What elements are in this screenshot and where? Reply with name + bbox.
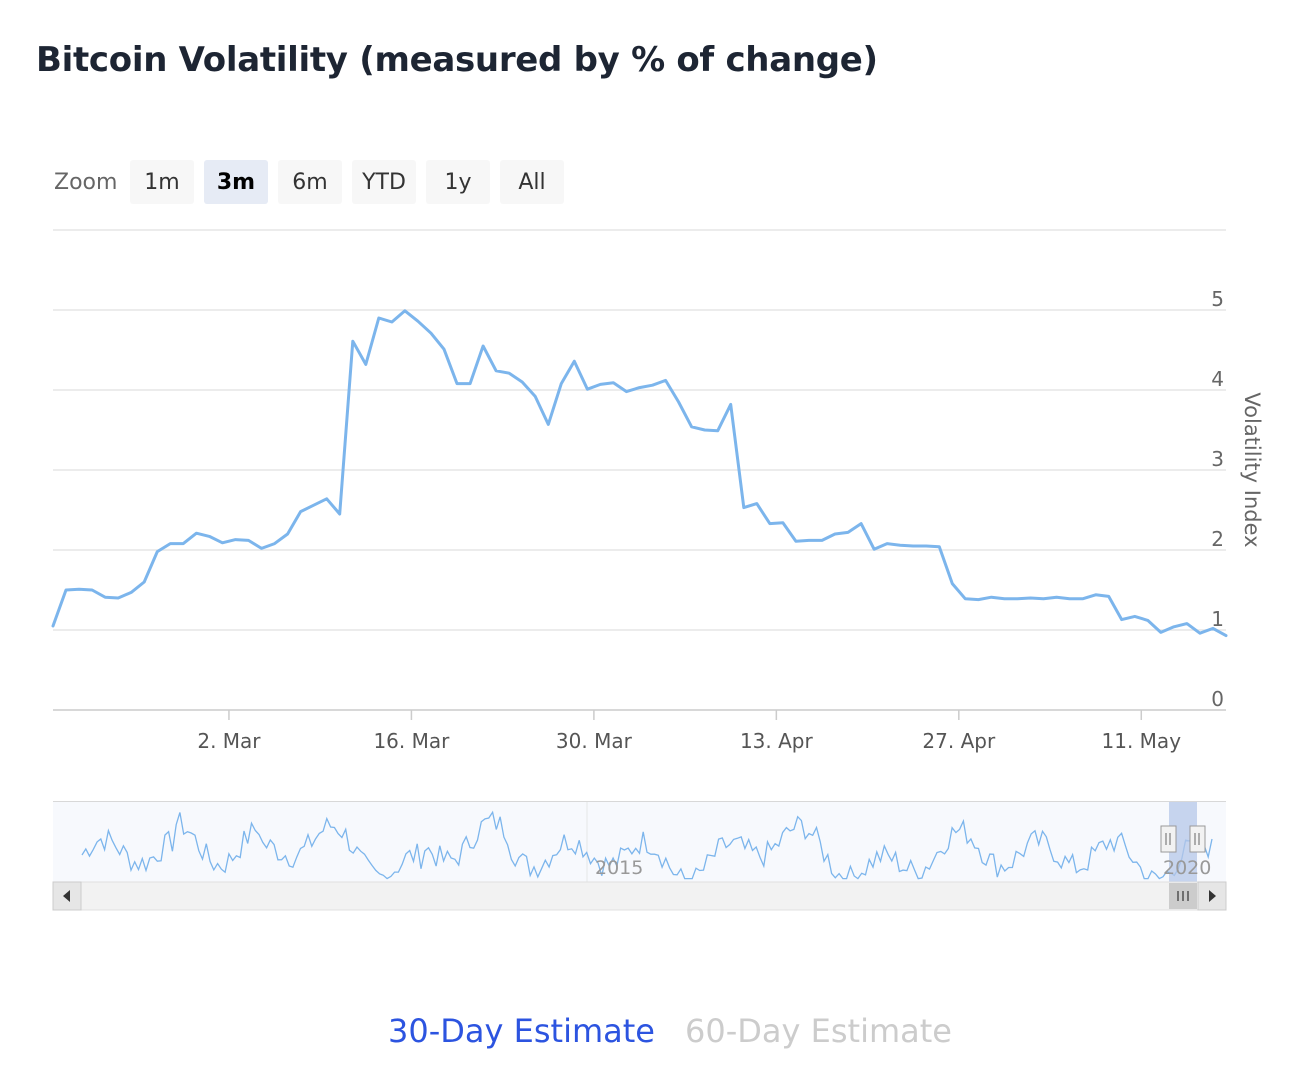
navigator[interactable]: 2015 2020 [53, 801, 1226, 882]
series-line-30-day [51, 309, 1228, 638]
navigator-series-line [81, 810, 1213, 880]
arrow-right-icon [1209, 890, 1216, 902]
x-tick-label: 27. Apr [922, 729, 996, 753]
x-tick-label: 30. Mar [556, 729, 633, 753]
y-axis: 0 1 2 3 4 5 [1211, 287, 1224, 711]
x-axis: 2. Mar 16. Mar 30. Mar 13. Apr 27. Apr 11. Ma… [197, 710, 1181, 753]
scroll-left-button[interactable] [52, 881, 82, 911]
y-tick-label: 4 [1211, 367, 1224, 391]
arrow-left-icon [63, 890, 70, 902]
navigator-right-handle[interactable] [1189, 825, 1206, 853]
zoom-3m-button[interactable]: 3m [204, 160, 268, 204]
scroll-right-button[interactable] [1197, 881, 1227, 911]
y-tick-label: 5 [1211, 287, 1224, 311]
chart-area: 0 1 2 3 4 5 Volatility Index 2. Mar 16. Mar 30.… [51, 229, 1264, 911]
navigator-label-2015: 2015 [595, 857, 643, 879]
y-axis-label: Volatility Index [1240, 392, 1264, 547]
x-tick-label: 11. May [1102, 729, 1182, 753]
y-tick-label: 0 [1211, 687, 1224, 711]
x-tick-label: 13. Apr [740, 729, 814, 753]
zoom-all-button[interactable]: All [500, 160, 564, 204]
zoom-label: Zoom [54, 170, 118, 195]
x-tick-label: 2. Mar [197, 729, 261, 753]
grid-lines [53, 229, 1226, 711]
navigator-label-2020: 2020 [1163, 857, 1211, 879]
navigator-left-handle[interactable] [1160, 825, 1177, 853]
legend-item-60-day[interactable]: 60-Day Estimate [685, 1012, 952, 1050]
legend-item-30-day[interactable]: 30-Day Estimate [388, 1012, 655, 1050]
x-tick-label: 16. Mar [373, 729, 450, 753]
y-tick-label: 2 [1211, 527, 1224, 551]
y-tick-label: 1 [1211, 607, 1224, 631]
scrollbar-thumb[interactable] [1169, 883, 1197, 909]
zoom-1m-button[interactable]: 1m [130, 160, 194, 204]
scrollbar[interactable] [52, 881, 1227, 911]
zoom-6m-button[interactable]: 6m [278, 160, 342, 204]
y-tick-label: 3 [1211, 447, 1224, 471]
zoom-ytd-button[interactable]: YTD [352, 160, 416, 204]
zoom-1y-button[interactable]: 1y [426, 160, 490, 204]
chart-title: Bitcoin Volatility (measured by % of cha… [36, 40, 878, 80]
